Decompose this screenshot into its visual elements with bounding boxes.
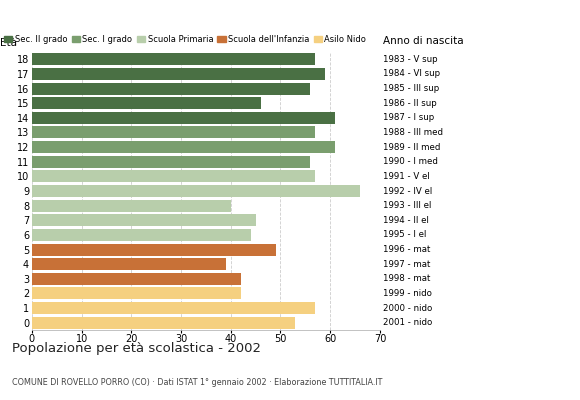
Text: COMUNE DI ROVELLO PORRO (CO) · Dati ISTAT 1° gennaio 2002 · Elaborazione TUTTITA: COMUNE DI ROVELLO PORRO (CO) · Dati ISTA… xyxy=(12,378,382,387)
Text: 1991 - V el: 1991 - V el xyxy=(383,172,430,181)
Text: 2001 - nido: 2001 - nido xyxy=(383,318,432,327)
Text: Anno di nascita: Anno di nascita xyxy=(383,36,463,46)
Bar xyxy=(32,317,295,329)
Bar xyxy=(32,68,325,80)
Text: 2000 - nido: 2000 - nido xyxy=(383,304,432,312)
Bar xyxy=(32,258,226,270)
Text: Popolazione per età scolastica - 2002: Popolazione per età scolastica - 2002 xyxy=(12,342,260,355)
Bar xyxy=(32,156,310,168)
Text: 1995 - I el: 1995 - I el xyxy=(383,230,426,239)
Text: 1986 - II sup: 1986 - II sup xyxy=(383,99,437,108)
Bar xyxy=(32,273,241,285)
Text: 1996 - mat: 1996 - mat xyxy=(383,245,430,254)
Text: Età: Età xyxy=(0,38,17,48)
Bar xyxy=(32,170,316,182)
Bar xyxy=(32,288,241,300)
Text: 1992 - IV el: 1992 - IV el xyxy=(383,186,432,196)
Text: 1988 - III med: 1988 - III med xyxy=(383,128,443,137)
Text: 1999 - nido: 1999 - nido xyxy=(383,289,432,298)
Bar xyxy=(32,229,251,241)
Text: 1985 - III sup: 1985 - III sup xyxy=(383,84,439,93)
Text: 1987 - I sup: 1987 - I sup xyxy=(383,113,434,122)
Bar xyxy=(32,141,335,153)
Bar xyxy=(32,53,316,65)
Text: 1989 - II med: 1989 - II med xyxy=(383,143,440,152)
Text: 1997 - mat: 1997 - mat xyxy=(383,260,430,269)
Bar xyxy=(32,244,276,256)
Bar xyxy=(32,200,231,212)
Text: 1983 - V sup: 1983 - V sup xyxy=(383,55,437,64)
Bar xyxy=(32,302,316,314)
Text: 1993 - III el: 1993 - III el xyxy=(383,201,431,210)
Legend: Sec. II grado, Sec. I grado, Scuola Primaria, Scuola dell'Infanzia, Asilo Nido: Sec. II grado, Sec. I grado, Scuola Prim… xyxy=(4,35,367,44)
Text: 1984 - VI sup: 1984 - VI sup xyxy=(383,70,440,78)
Bar xyxy=(32,185,360,197)
Text: 1990 - I med: 1990 - I med xyxy=(383,157,438,166)
Bar xyxy=(32,112,335,124)
Text: 1998 - mat: 1998 - mat xyxy=(383,274,430,283)
Bar xyxy=(32,82,310,94)
Text: 1994 - II el: 1994 - II el xyxy=(383,216,429,225)
Bar xyxy=(32,214,256,226)
Bar xyxy=(32,97,260,109)
Bar xyxy=(32,126,316,138)
